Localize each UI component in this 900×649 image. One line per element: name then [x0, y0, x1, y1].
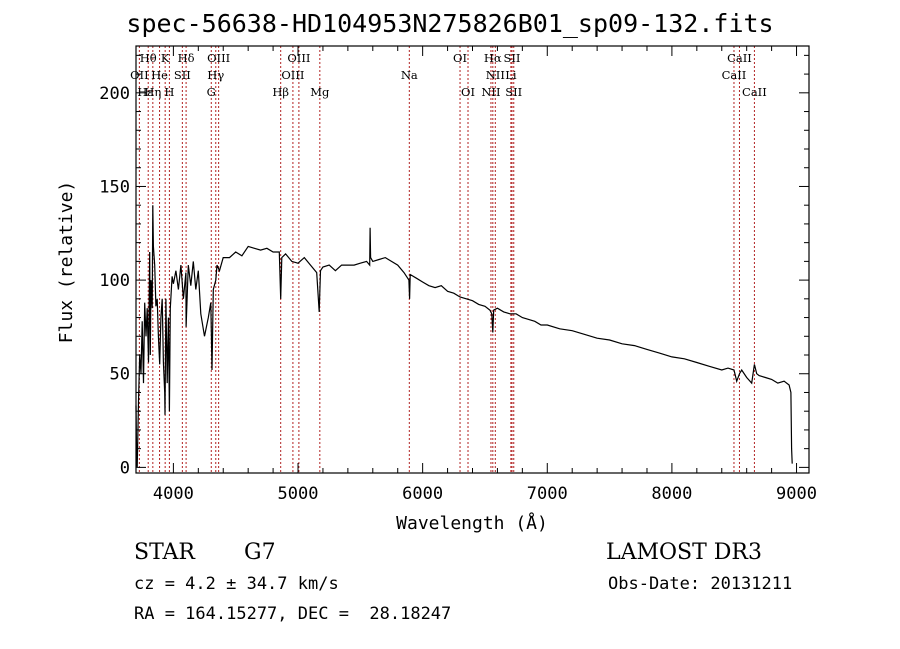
x-axis-label: Wavelength (Å)	[396, 512, 548, 534]
line-label: Na	[401, 68, 418, 82]
line-label: OIII	[287, 51, 310, 65]
y-axis-label: Flux (relative)	[56, 181, 77, 344]
line-label: SII	[504, 51, 521, 65]
line-label: OIII	[281, 68, 304, 82]
line-label: Mg	[310, 85, 330, 99]
line-label: OI	[453, 51, 467, 65]
emission-line-markers	[138, 46, 755, 473]
y-tick-label: 100	[99, 271, 130, 291]
chart-title: spec-56638-HD104953N275826B01_sp09-132.f…	[126, 9, 774, 38]
line-label: Hε	[137, 85, 153, 99]
line-label: CaII	[727, 51, 752, 65]
line-label: Hθ	[140, 51, 157, 65]
line-label: Hα	[484, 51, 502, 65]
spectrum-line	[135, 205, 793, 468]
x-tick-label: 9000	[776, 484, 817, 504]
object-subclass: G7	[244, 540, 276, 565]
spectrum-series	[135, 205, 793, 468]
survey-name: LAMOST DR3	[606, 540, 762, 565]
redshift-cz: cz = 4.2 ± 34.7 km/s	[134, 574, 339, 594]
line-label: CaII	[742, 85, 767, 99]
line-label: H	[164, 85, 174, 99]
line-label: OIII	[207, 51, 230, 65]
line-label: Hη	[144, 85, 161, 99]
line-label: Li	[505, 68, 517, 82]
line-label: Hδ	[178, 51, 195, 65]
x-tick-label: 7000	[527, 484, 568, 504]
line-label: Hγ	[207, 68, 224, 82]
y-axis-ticks: 0 50 100 150 200	[99, 54, 809, 478]
line-label: He	[151, 68, 168, 82]
y-tick-label: 200	[99, 84, 130, 104]
x-tick-label: 8000	[651, 484, 692, 504]
x-tick-label: 5000	[278, 484, 319, 504]
y-tick-label: 0	[120, 458, 130, 478]
line-label: NII	[486, 68, 505, 82]
line-label: G	[207, 85, 216, 99]
obs-date: Obs-Date: 20131211	[608, 574, 793, 594]
object-class: STAR	[134, 540, 195, 565]
x-axis-ticks: 4000 5000 6000 7000 8000 9000	[153, 46, 817, 504]
x-tick-label: 6000	[402, 484, 443, 504]
line-label: OI	[461, 85, 475, 99]
coordinates: RA = 164.15277, DEC = 28.18247	[134, 604, 452, 624]
line-label: OII	[130, 68, 149, 82]
y-tick-label: 150	[99, 177, 130, 197]
line-label: NII	[481, 85, 500, 99]
line-label: CaII	[722, 68, 747, 82]
plot-frame	[135, 45, 810, 474]
x-tick-label: 4000	[153, 484, 194, 504]
y-tick-label: 50	[110, 365, 130, 385]
line-label: Hβ	[272, 85, 289, 99]
line-label: K	[161, 51, 170, 65]
line-label: SII	[174, 68, 191, 82]
line-label: SII	[505, 85, 522, 99]
